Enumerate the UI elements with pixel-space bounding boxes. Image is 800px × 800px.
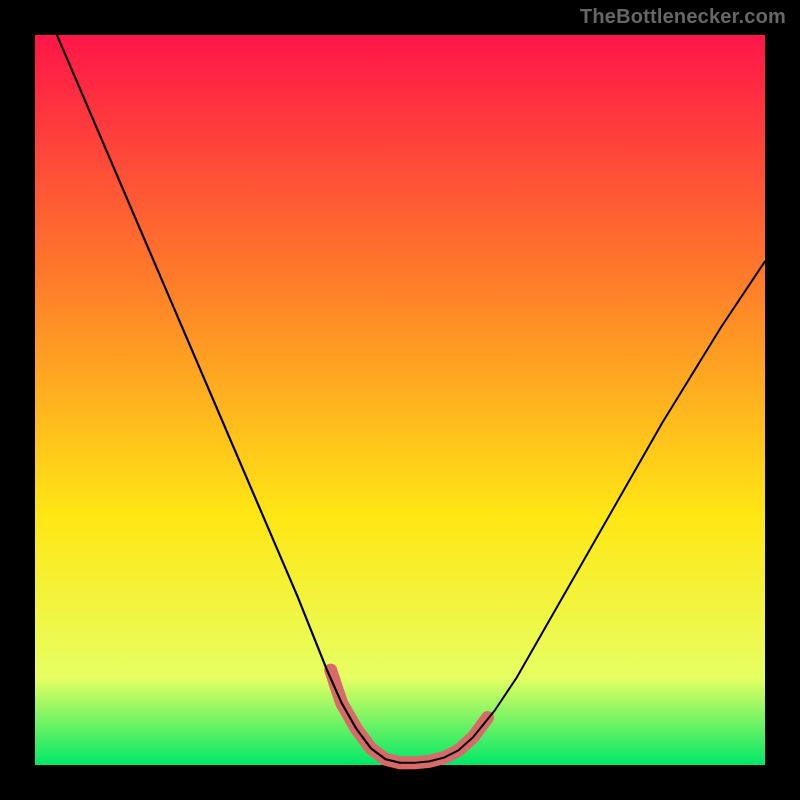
watermark-text: TheBottlenecker.com: [580, 6, 786, 29]
chart-plot-area: [35, 35, 765, 765]
highlight-curve: [331, 670, 488, 763]
left-curve: [57, 35, 400, 763]
chart-svg: [35, 35, 765, 765]
right-curve: [400, 261, 765, 763]
